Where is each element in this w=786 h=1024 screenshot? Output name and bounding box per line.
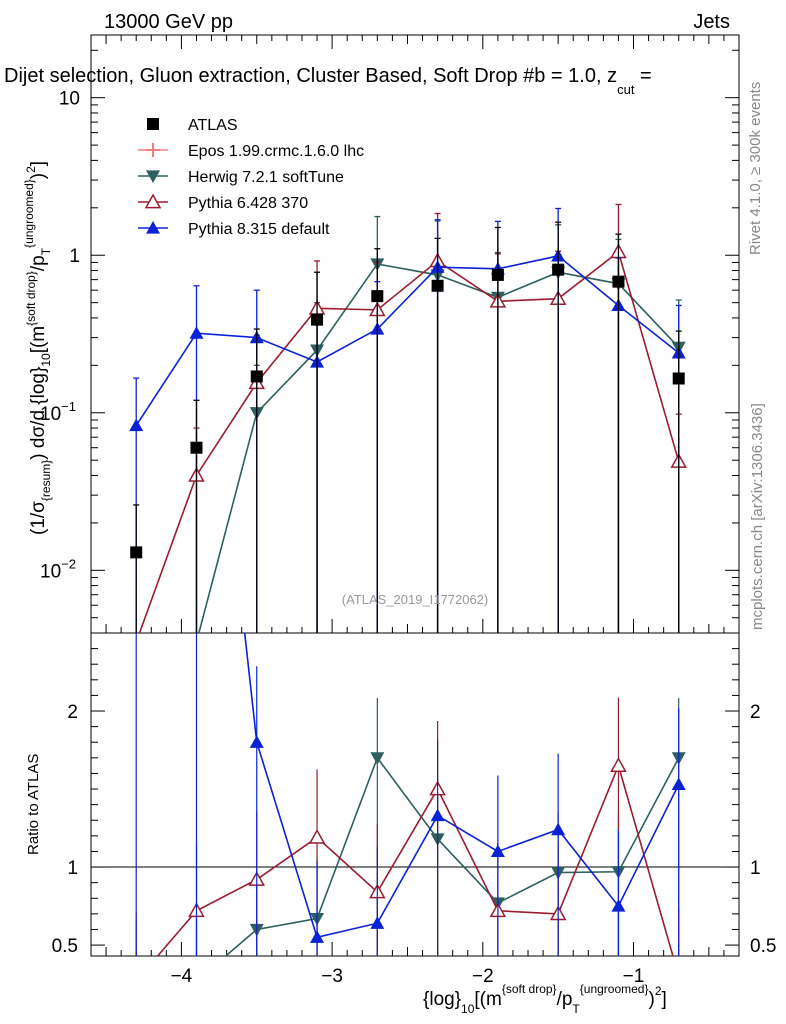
y-tick-label-10: 10 — [59, 89, 80, 110]
legend-entry: Herwig 7.2.1 softTune — [188, 169, 344, 186]
ratio-tick-label-right: 2 — [750, 702, 761, 723]
data-point — [491, 268, 504, 281]
ratio-line — [224, 756, 680, 956]
ratio-frame — [90, 632, 740, 957]
ratio-series-group — [129, 633, 686, 988]
data-point — [311, 313, 324, 326]
main-series-group — [129, 203, 687, 633]
ratio-point — [308, 828, 326, 844]
x-axis-label: {log}10[(m{soft drop}/pT{ungroomed})2] — [423, 982, 667, 1016]
legend-marker — [144, 193, 162, 209]
category-label: Jets — [693, 11, 730, 33]
legend-entry: ATLAS — [188, 117, 238, 134]
data-point — [612, 275, 625, 288]
ratio-tick-label: 2 — [67, 702, 78, 723]
ratio-point — [490, 844, 505, 858]
data-point — [130, 546, 143, 559]
watermark: (ATLAS_2019_I1772062) — [342, 592, 488, 607]
ratio-point — [370, 916, 385, 929]
ratio-point — [551, 822, 566, 836]
data-point — [129, 418, 144, 432]
data-point — [672, 372, 685, 385]
series-line — [135, 255, 680, 426]
energy-label: 13000 GeV pp — [104, 11, 233, 33]
legend-marker — [147, 118, 159, 130]
x-tick-label: −4 — [171, 966, 193, 987]
legend-entry: Pythia 8.315 default — [188, 221, 330, 238]
legend-marker — [146, 170, 160, 183]
data-point — [552, 263, 565, 276]
ratio-point — [370, 752, 385, 765]
y-axis-label: (1/σ{resum}) dσ/d {log}10[(m{soft drop}/… — [22, 161, 53, 535]
ratio-point — [129, 974, 143, 987]
side-label-rivet: Rivet 4.1.0, ≥ 300k events — [747, 82, 764, 255]
y-tick-label-1e-2: 10−2 — [40, 556, 76, 582]
data-point — [189, 326, 204, 339]
ratio-point — [610, 757, 627, 772]
data-point — [250, 370, 263, 383]
axis-ticks: −4 −3 −2 −1 10−2 10−1 1 10 0.5 0.5 1 1 2 2 — [40, 35, 776, 987]
data-point — [371, 290, 384, 303]
ratio-point — [430, 808, 445, 822]
ratio-point — [672, 969, 686, 982]
series-line — [198, 263, 680, 633]
ratio-tick-label-right: 0.5 — [750, 936, 776, 957]
x-tick-label: −2 — [472, 966, 494, 987]
x-tick-label: −3 — [321, 966, 343, 987]
series-line — [138, 250, 680, 633]
ratio-point — [611, 899, 626, 912]
y-tick-label-1: 1 — [69, 246, 80, 267]
legend-entry: Epos 1.99.crmc.1.6.0 lhc — [188, 143, 364, 160]
ratio-y-axis-label: Ratio to ATLAS — [25, 754, 42, 855]
ratio-line — [156, 763, 674, 956]
ratio-point — [249, 735, 264, 748]
ratio-tick-label: 1 — [67, 858, 78, 879]
ratio-point — [671, 777, 686, 790]
chart-title: Dijet selection, Gluon extraction, Clust… — [4, 65, 652, 97]
data-point — [190, 441, 203, 454]
ratio-point — [129, 975, 143, 988]
legend-entry: Pythia 6.428 370 — [188, 195, 308, 212]
side-label-mcplots: mcplots.cern.ch [arXiv:1306.3436] — [749, 403, 766, 630]
ratio-tick-label: 0.5 — [52, 936, 78, 957]
ratio-point — [310, 930, 325, 943]
ratio-tick-label-right: 1 — [750, 858, 761, 879]
legend: ATLAS Epos 1.99.crmc.1.6.0 lhc Herwig 7.2.… — [138, 117, 364, 238]
x-tick-label: −1 — [623, 966, 645, 987]
legend-marker — [146, 221, 160, 234]
ratio-line — [243, 633, 680, 939]
y-tick-label-1e-1: 10−1 — [40, 399, 76, 425]
data-point — [431, 279, 444, 292]
